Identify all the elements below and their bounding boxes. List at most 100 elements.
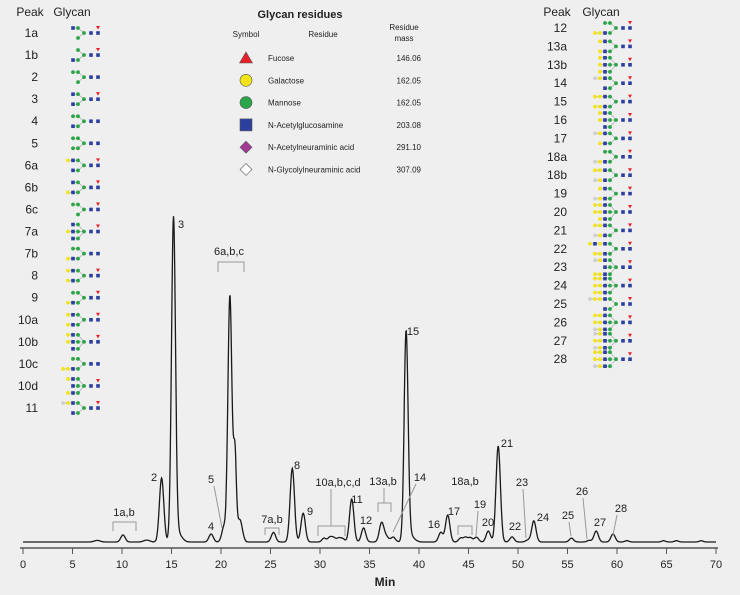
- peak-leader-line: [522, 488, 527, 539]
- glycan-row: 7b: [25, 247, 100, 261]
- fucose-icon: [628, 21, 632, 25]
- glcnac-icon: [621, 63, 625, 67]
- glcnac-icon: [621, 339, 625, 343]
- galactose-icon: [598, 62, 602, 67]
- mannose-icon: [614, 265, 618, 270]
- galactose-icon: [598, 345, 602, 350]
- glcnac-icon: [71, 256, 75, 261]
- mannose-icon: [82, 141, 86, 146]
- mannose-icon: [82, 362, 86, 366]
- peak-label: 1a,b: [113, 507, 134, 519]
- mannose-icon: [608, 331, 612, 336]
- fucose-icon: [628, 333, 632, 338]
- glcnac-icon: [603, 307, 607, 311]
- left-header-peak: Peak: [16, 5, 44, 19]
- x-tick-label: 40: [413, 559, 425, 571]
- mannose-icon: [71, 114, 75, 119]
- galactose-icon: [598, 39, 602, 44]
- mannose-icon: [76, 92, 80, 97]
- galactose-icon: [593, 297, 597, 301]
- mannose-icon: [608, 159, 612, 164]
- peak-id: 7a: [25, 225, 39, 239]
- peak-id: 22: [554, 242, 568, 256]
- glycan-structure-icon: [66, 332, 100, 351]
- glycan-row: 10d: [18, 377, 100, 395]
- peak-annotation: 5: [208, 474, 223, 529]
- glcnac-icon: [71, 26, 75, 30]
- fucose-icon: [628, 278, 632, 283]
- x-tick-label: 0: [20, 559, 26, 571]
- glycan-structure-icon: [71, 114, 100, 129]
- mannose-icon: [608, 272, 612, 277]
- galactose-icon: [598, 118, 602, 122]
- glycan-row: 8: [31, 268, 100, 283]
- neugc-icon: [593, 331, 597, 336]
- peak-annotation: 2: [151, 472, 157, 484]
- galactose-icon: [598, 283, 602, 288]
- peak-label: 12: [360, 515, 372, 527]
- glcnac-icon: [621, 99, 625, 104]
- x-tick-label: 10: [116, 559, 128, 571]
- mannose-icon: [76, 48, 80, 52]
- galactose-icon: [66, 322, 70, 327]
- glcnac-icon: [621, 26, 625, 30]
- glcnac-icon: [593, 242, 597, 246]
- peak-id: 7b: [25, 247, 39, 261]
- glcnac-icon: [628, 265, 632, 269]
- glcnac-icon: [603, 364, 607, 368]
- x-tick-label: 25: [264, 559, 276, 571]
- glcnac-icon: [603, 313, 607, 318]
- galactose-icon: [598, 131, 602, 136]
- glcnac-icon: [71, 322, 75, 327]
- mannose-icon: [82, 339, 86, 344]
- mannose-icon: [82, 119, 86, 124]
- glcnac-icon: [621, 155, 625, 159]
- glycan-row: 4: [31, 114, 100, 129]
- glycan-structure-icon: [71, 48, 100, 62]
- glycan-row: 24: [554, 276, 632, 295]
- galactose-icon: [598, 233, 602, 238]
- glcnac-icon: [96, 384, 100, 388]
- mannose-icon: [608, 210, 612, 214]
- peak-id: 9: [31, 291, 38, 305]
- glcnac-icon: [628, 118, 632, 122]
- glcnac-icon: [89, 141, 93, 146]
- peak-label: 11: [351, 494, 362, 506]
- glcnac-icon: [603, 346, 607, 350]
- mannose-icon: [82, 229, 86, 234]
- mannose-icon: [608, 265, 612, 270]
- glycan-structure-icon: [593, 331, 632, 350]
- neugc-icon: [593, 258, 597, 263]
- galactose-icon: [598, 55, 602, 60]
- galactose-icon: [598, 76, 602, 81]
- mannose-icon: [608, 241, 612, 246]
- glcnac-icon: [71, 377, 75, 381]
- mannose-icon: [608, 217, 612, 221]
- glcnac-icon: [603, 320, 607, 325]
- fucose-icon: [96, 268, 100, 273]
- glcnac-icon: [603, 118, 607, 122]
- glycan-structure-icon: [593, 350, 632, 369]
- peak-leader-line: [612, 514, 618, 536]
- mannose-icon: [76, 367, 80, 371]
- glcnac-icon: [89, 406, 93, 410]
- mannose-icon: [614, 191, 618, 196]
- mannose-icon: [608, 125, 612, 129]
- glcnac-icon: [96, 119, 100, 124]
- galactose-icon: [593, 276, 597, 281]
- glycan-row: 1a: [25, 26, 100, 40]
- mannose-icon: [76, 236, 80, 241]
- glcnac-icon: [71, 124, 75, 129]
- glcnac-icon: [603, 70, 607, 74]
- glcnac-icon: [96, 31, 100, 35]
- mannose-icon: [76, 312, 80, 317]
- peak-label: 28: [615, 503, 627, 515]
- legend-residue: N-Glycolylneuraminic acid: [268, 166, 360, 175]
- mannose-icon: [614, 320, 618, 325]
- mannose-icon: [614, 81, 618, 86]
- peak-id: 17: [554, 131, 568, 145]
- peak-leader-line: [568, 521, 572, 537]
- glcnac-icon: [89, 207, 93, 212]
- peak-label: 8: [294, 460, 300, 472]
